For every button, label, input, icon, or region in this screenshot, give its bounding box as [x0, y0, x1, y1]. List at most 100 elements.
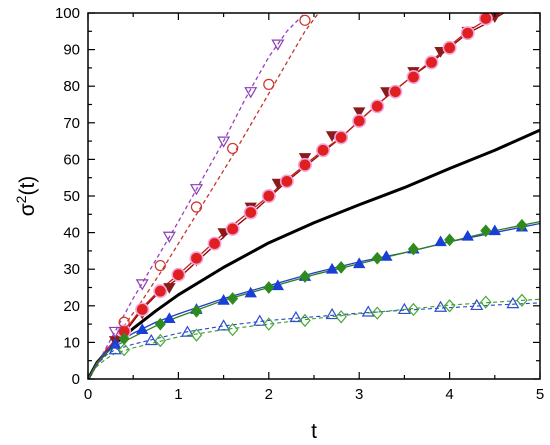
series-8-marker: [371, 306, 384, 320]
series-4-marker: [227, 142, 239, 155]
series-8-marker: [154, 333, 167, 348]
series-2-marker: [426, 57, 437, 68]
y-tick-label: 90: [63, 42, 80, 59]
series-7-marker: [397, 302, 411, 315]
series-5-marker: [325, 262, 339, 274]
series-2-marker: [389, 86, 401, 98]
series-2-marker: [154, 285, 166, 297]
marker-layer: [108, 13, 529, 357]
series-2-marker: [371, 100, 383, 112]
series-5-marker: [461, 229, 474, 241]
series-4-marker: [190, 201, 203, 213]
series-4-marker: [118, 316, 130, 328]
x-axis: 0 1 2 3 4 5: [84, 13, 544, 403]
series-line-2: [88, 13, 500, 379]
series-7-marker: [180, 325, 194, 337]
series-5-marker: [353, 257, 366, 269]
x-tick-label: 5: [536, 386, 544, 403]
series-8-marker: [516, 293, 528, 307]
series-2-marker: [245, 207, 257, 218]
series-line-4: [88, 13, 320, 379]
series-line-1: [88, 13, 505, 379]
series-8-marker: [443, 299, 456, 313]
series-8-marker: [190, 328, 203, 342]
series-7-marker: [108, 343, 122, 355]
series-6-marker: [516, 218, 528, 232]
series-2-marker: [335, 132, 347, 143]
series-5-marker: [380, 250, 393, 261]
series-3-marker: [108, 326, 122, 339]
series-6-marker: [190, 304, 203, 318]
series-5-marker: [434, 235, 447, 247]
series-7-marker: [289, 310, 303, 323]
series-2-marker: [480, 13, 492, 24]
series-1-marker: [353, 107, 366, 119]
series-6-marker: [480, 224, 492, 238]
series-3-marker: [271, 39, 285, 51]
y-tick-label: 30: [63, 261, 80, 278]
x-tick-label: 0: [84, 386, 92, 403]
series-3-marker: [135, 279, 149, 291]
series-7-marker: [325, 307, 339, 320]
x-tick-label: 2: [265, 386, 273, 403]
series-5-marker: [244, 286, 257, 298]
y-tick-label: 80: [63, 78, 80, 95]
series-6-marker: [371, 251, 383, 265]
series-5-marker: [136, 323, 149, 334]
y-axis-title: σ2(t): [13, 176, 39, 217]
series-line-5: [88, 222, 540, 379]
y-axis-title-suffix: (t): [16, 176, 39, 196]
series-7-marker: [144, 333, 158, 346]
series-6-marker: [444, 233, 456, 247]
series-6-marker: [407, 242, 419, 256]
series-4-marker: [299, 14, 311, 26]
x-tick-label: 4: [445, 386, 453, 403]
series-6-marker: [227, 292, 239, 305]
series-6-marker: [263, 281, 275, 294]
series-7-marker: [253, 314, 267, 326]
y-tick-label: 40: [63, 225, 80, 242]
series-2-marker: [191, 252, 202, 264]
series-2-marker: [462, 27, 474, 39]
y-axis: 0 10 20 30 40 50 60 70 80 90 100: [55, 5, 540, 388]
series-4-marker: [154, 259, 166, 272]
y-tick-label: 20: [63, 298, 80, 315]
series-7-marker: [434, 300, 448, 312]
series-2-marker: [263, 190, 275, 202]
series-2-marker: [317, 144, 329, 156]
y-axis-title-sup: 2: [13, 195, 29, 203]
series-5-marker: [488, 224, 501, 236]
series-7-marker: [361, 305, 375, 317]
series-4-marker: [263, 78, 275, 90]
x-tick-label: 1: [174, 386, 182, 403]
series-8-marker: [407, 302, 420, 317]
series-2-marker: [353, 115, 365, 127]
series-2-marker: [136, 304, 148, 315]
series-7-marker: [470, 298, 484, 311]
series-2-marker: [408, 71, 419, 83]
series-6-marker: [335, 261, 347, 274]
series-8-marker: [479, 295, 492, 309]
series-line-3: [88, 13, 306, 379]
series-8-marker: [335, 310, 347, 324]
series-7-marker: [217, 319, 231, 331]
y-axis-title-base: σ: [16, 203, 39, 216]
x-axis-title: t: [311, 420, 317, 443]
series-6-marker: [154, 317, 166, 331]
y-tick-label: 50: [63, 188, 80, 205]
series-3-marker: [217, 136, 231, 148]
series-8-marker: [226, 322, 239, 337]
series-3-marker: [244, 87, 258, 99]
series-7-marker: [506, 296, 520, 309]
series-2-marker: [281, 175, 293, 187]
series-2-marker: [299, 159, 311, 171]
series-3-marker: [189, 184, 204, 196]
y-tick-label: 100: [55, 5, 80, 22]
series-2-marker: [444, 42, 456, 54]
series-2-marker: [227, 223, 239, 235]
series-5-marker: [163, 312, 176, 324]
series-2-marker: [209, 238, 220, 249]
series-8-marker: [263, 317, 275, 331]
series-3-marker: [162, 231, 176, 243]
